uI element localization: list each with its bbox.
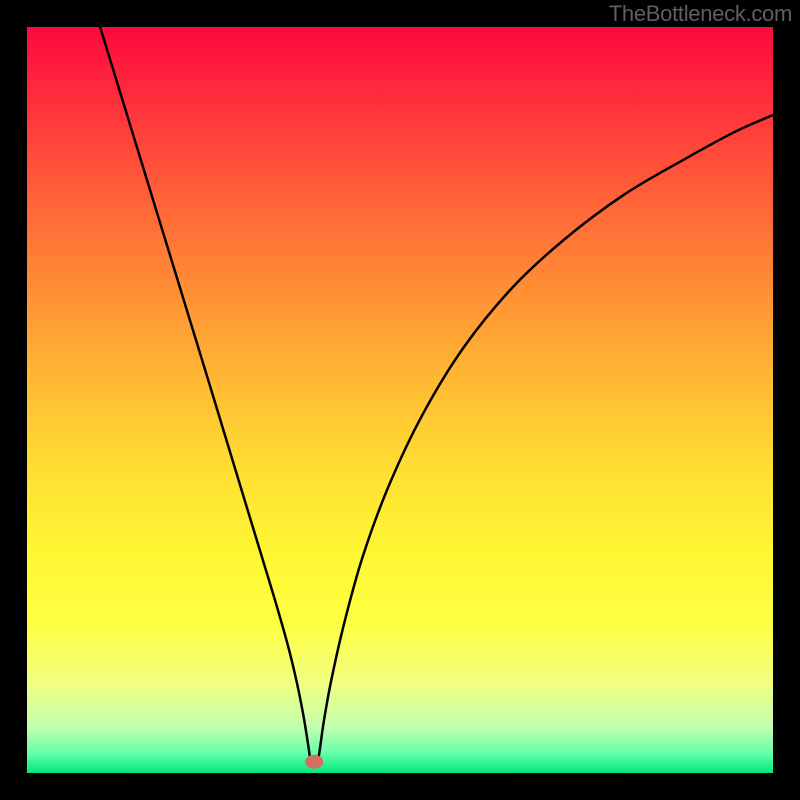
plot-area [27,27,773,773]
chart-container [0,0,800,800]
minimum-marker [305,755,323,769]
watermark-text: TheBottleneck.com [609,1,792,27]
curve-layer [27,27,773,773]
gradient-background [27,27,773,773]
